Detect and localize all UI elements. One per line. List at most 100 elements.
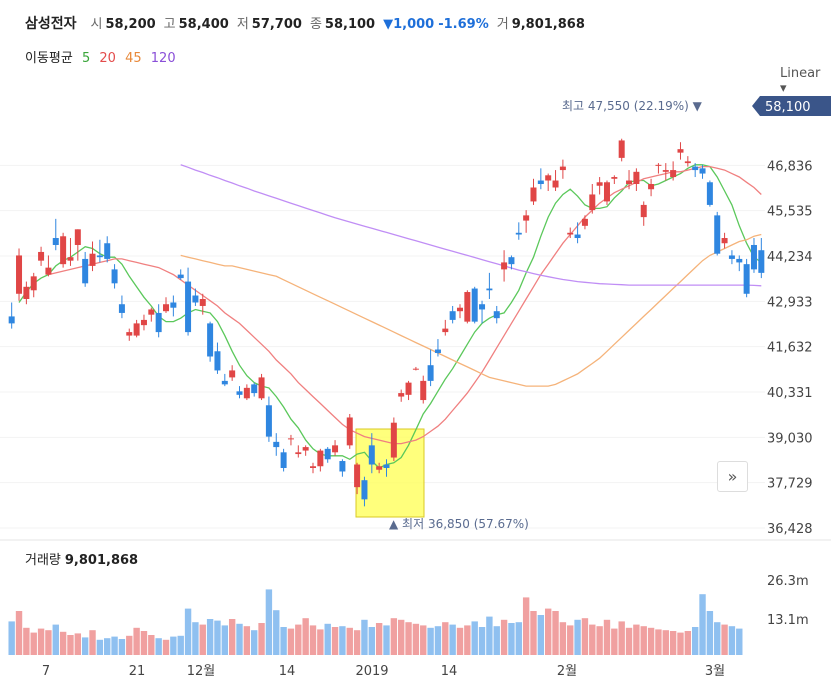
volume-bar <box>412 623 420 655</box>
y-tick-label: 44,234 <box>767 250 813 265</box>
volume-bar <box>736 628 743 655</box>
candle <box>52 238 59 245</box>
x-tick-label: 2019 <box>355 664 388 679</box>
volume-bar <box>59 631 67 655</box>
candle <box>339 461 346 472</box>
volume-bar <box>45 630 52 655</box>
stock-name[interactable]: 삼성전자 <box>25 16 77 32</box>
candle <box>265 405 272 437</box>
candle <box>684 161 691 164</box>
candle <box>163 304 170 312</box>
candle <box>736 258 743 263</box>
candle <box>332 445 339 453</box>
moving-average-legend[interactable]: 이동평균 5 20 45 120 <box>25 47 181 66</box>
x-tick-label: 2월 <box>557 664 577 679</box>
volume-bar <box>596 626 603 655</box>
candle <box>412 368 419 370</box>
volume-bar <box>618 621 625 655</box>
candle <box>383 464 390 468</box>
candle <box>721 238 728 244</box>
candle <box>273 441 280 448</box>
candle <box>390 422 397 458</box>
volume-bar <box>375 623 383 655</box>
volume-bar <box>236 623 243 655</box>
candle <box>442 328 449 333</box>
volume-bar <box>317 629 324 655</box>
candle <box>302 447 309 451</box>
volume-bar <box>706 611 714 655</box>
volume-bar <box>699 594 706 655</box>
volume-bar <box>126 635 133 655</box>
candle <box>368 445 375 465</box>
volume-bar <box>104 638 111 655</box>
volume-bar <box>243 626 251 655</box>
y-tick-label: 39,030 <box>767 431 813 446</box>
candle <box>655 164 662 166</box>
volume-bar <box>500 619 508 655</box>
volume-bar <box>118 639 126 655</box>
candle <box>456 307 463 312</box>
scroll-right-button[interactable]: » <box>717 461 748 492</box>
volume-bar <box>361 619 368 655</box>
candle <box>133 323 140 336</box>
y-tick-label: 41,632 <box>767 341 813 356</box>
candle <box>670 170 677 178</box>
volume-bar <box>206 619 214 655</box>
candle <box>677 149 684 153</box>
volume-bar <box>368 627 376 655</box>
candle <box>706 182 713 205</box>
volume-bar <box>537 615 545 655</box>
candle <box>434 349 441 354</box>
candle <box>126 332 133 336</box>
ma-label: 이동평균 <box>25 51 73 66</box>
volume-bar <box>111 636 118 655</box>
x-tick-label: 12월 <box>187 664 216 679</box>
volume-bar <box>177 635 184 655</box>
volume-tick-label: 26.3m <box>767 574 809 589</box>
y-tick-label: 42,933 <box>767 295 813 310</box>
candle <box>16 255 23 294</box>
volume-panel-title: 거래량 9,801,868 <box>25 549 138 568</box>
current-price-label: 58,100 <box>765 100 811 115</box>
volume-bar <box>728 626 736 655</box>
volume-bar <box>574 619 581 655</box>
candle <box>692 166 699 171</box>
x-tick-label: 21 <box>129 664 146 679</box>
candle <box>251 384 258 394</box>
candle <box>648 184 655 190</box>
ma-120: 120 <box>150 51 176 66</box>
volume-bar <box>611 628 618 655</box>
volume-bar <box>346 627 353 655</box>
candle <box>640 204 647 218</box>
volume-bar <box>684 631 692 655</box>
volume-bar <box>625 627 633 655</box>
change-value: ▼1,000 <box>383 17 435 32</box>
scale-selector[interactable]: Linear ▾ <box>780 66 821 96</box>
candle <box>479 304 486 310</box>
volume-bar <box>295 624 302 655</box>
candle <box>96 255 103 258</box>
volume-bar <box>397 619 405 655</box>
close-label: 종 <box>309 17 322 32</box>
candle <box>589 194 596 211</box>
volume-bar <box>74 633 82 655</box>
candle <box>743 264 750 294</box>
volume-bar <box>287 628 295 655</box>
low-label: 저 <box>236 17 249 32</box>
candle <box>714 215 721 254</box>
volume-tick-label: 13.1m <box>767 613 809 628</box>
volume-bar <box>522 597 530 655</box>
volume-bar <box>449 624 456 655</box>
candle <box>38 251 45 261</box>
candle <box>552 180 559 188</box>
volume-bar <box>221 625 229 655</box>
candle <box>758 250 765 273</box>
volume-bar <box>669 631 677 655</box>
candle <box>177 274 184 279</box>
volume-bar <box>677 632 684 655</box>
volume-bar <box>464 625 471 655</box>
low-value: 57,700 <box>251 17 302 32</box>
candle <box>699 168 706 174</box>
candle <box>523 215 530 221</box>
